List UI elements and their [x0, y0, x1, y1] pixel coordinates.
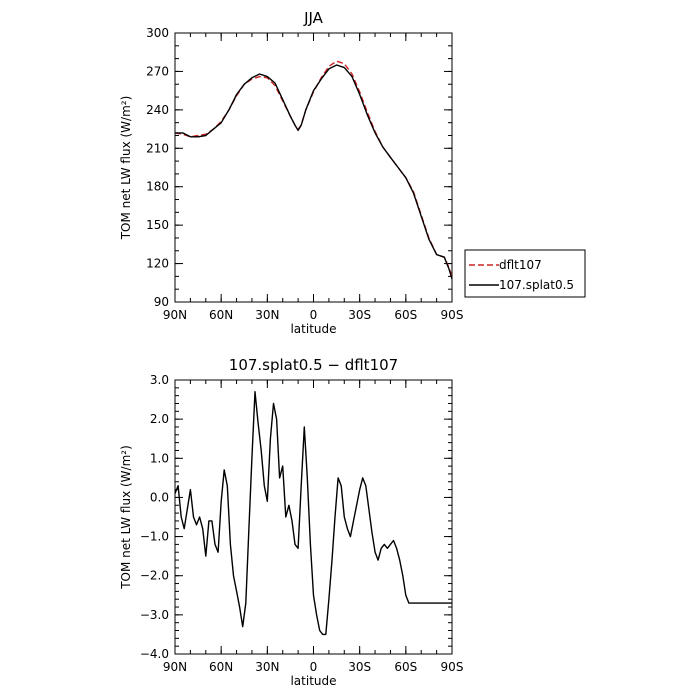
x-tick-label: 90S — [441, 308, 464, 322]
y-tick-label: 2.0 — [150, 412, 169, 426]
y-tick-label: 210 — [146, 141, 169, 155]
x-tick-label: 30S — [348, 660, 371, 674]
series-line-series-1 — [174, 391, 452, 636]
y-tick-label: 180 — [146, 180, 169, 194]
y-tick-label: −4.0 — [140, 647, 169, 661]
x-tick-label: 60S — [394, 660, 417, 674]
y-tick-label: 120 — [146, 257, 169, 271]
y-tick-label: 300 — [146, 26, 169, 40]
legend-label: 107.splat0.5 — [499, 278, 574, 292]
plot-frame — [174, 32, 453, 303]
x-tick-label: 30N — [255, 308, 279, 322]
x-tick-label: 60S — [394, 308, 417, 322]
chart-1: JJA 90 120 150 180 210 240 270 300 90N 60N 30N 0 30S 6… — [119, 9, 586, 336]
x-axis-title: latitude — [290, 322, 336, 336]
y-tick-label: −3.0 — [140, 608, 169, 622]
x-tick-label: 30S — [348, 308, 371, 322]
x-tick-label: 60N — [209, 308, 233, 322]
y-tick-label: 150 — [146, 218, 169, 232]
y-axis-title: TOM net LW flux (W/m²) — [119, 445, 133, 590]
chart-2: 107.splat0.5 − dflt107 −4.0 −3.0 −2.0 −1.0 0.… — [119, 356, 463, 688]
series-line-107.splat0.5 — [175, 64, 453, 280]
y-tick-label: 90 — [154, 295, 169, 309]
y-tick-label: −2.0 — [140, 569, 169, 583]
legend-box — [464, 249, 586, 298]
series-line-dflt107 — [174, 60, 453, 277]
y-axis-title: TOM net LW flux (W/m²) — [119, 96, 133, 241]
plot-frame — [174, 379, 453, 655]
x-tick-label: 90N — [163, 660, 187, 674]
legend-label: dflt107 — [499, 258, 542, 272]
x-tick-label: 90S — [441, 660, 464, 674]
x-tick-label: 0 — [310, 660, 318, 674]
chart-title: 107.splat0.5 − dflt107 — [229, 356, 398, 374]
x-tick-label: 30N — [255, 660, 279, 674]
y-tick-label: 0.0 — [150, 490, 169, 504]
x-tick-label: 60N — [209, 660, 233, 674]
x-tick-label: 0 — [310, 308, 318, 322]
y-tick-label: 3.0 — [150, 373, 169, 387]
x-axis-title: latitude — [290, 674, 336, 688]
y-tick-label: 270 — [146, 64, 169, 78]
y-tick-label: 1.0 — [150, 451, 169, 465]
chart-title: JJA — [303, 9, 324, 27]
legend: dflt107 107.splat0.5 — [464, 249, 586, 298]
y-tick-label: −1.0 — [140, 530, 169, 544]
y-tick-label: 240 — [146, 103, 169, 117]
x-tick-label: 90N — [163, 308, 187, 322]
